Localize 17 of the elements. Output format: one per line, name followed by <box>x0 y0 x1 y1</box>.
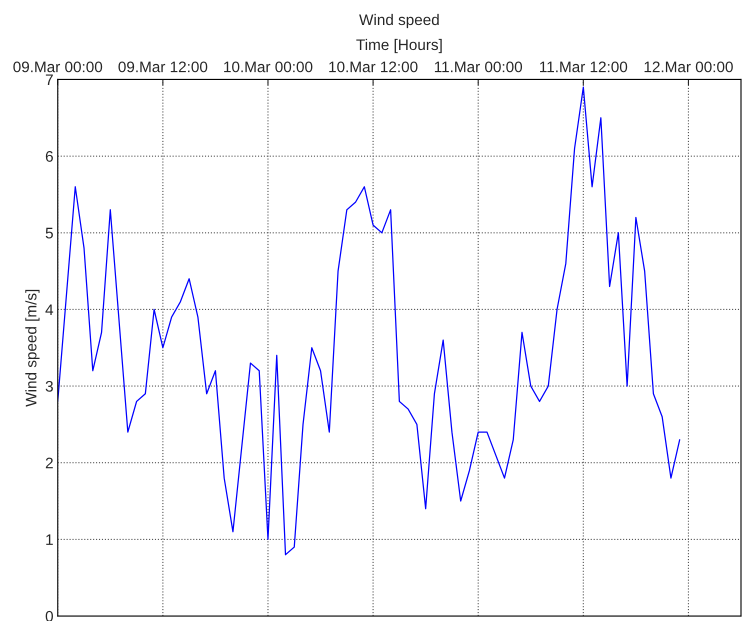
y-tick-label: 5 <box>46 228 53 238</box>
y-tick-label: 7 <box>46 74 53 86</box>
x-tick-label: 11.Mar 00:00 <box>434 61 522 72</box>
y-tick-label: 1 <box>46 534 53 545</box>
y-axis-title: Wind speed [m/s] <box>25 290 40 407</box>
x-tick-label: 12.Mar 00:00 <box>644 61 733 72</box>
x-tick-label: 10.Mar 12:00 <box>329 61 418 72</box>
y-tick-label: 3 <box>46 380 53 392</box>
x-tick-label: 09.Mar 00:00 <box>13 61 102 72</box>
x-axis-title: Time [Hours] <box>356 38 442 54</box>
x-tick-label: 09.Mar 12:00 <box>118 61 208 72</box>
chart-title: Wind speed <box>359 14 439 28</box>
x-tick-label: 10.Mar 00:00 <box>224 61 312 72</box>
y-tick-label: 4 <box>45 304 54 315</box>
y-tick-label: 2 <box>46 458 53 468</box>
x-tick-label: 11.Mar 12:00 <box>540 61 628 72</box>
y-tick-label: 6 <box>46 151 53 162</box>
